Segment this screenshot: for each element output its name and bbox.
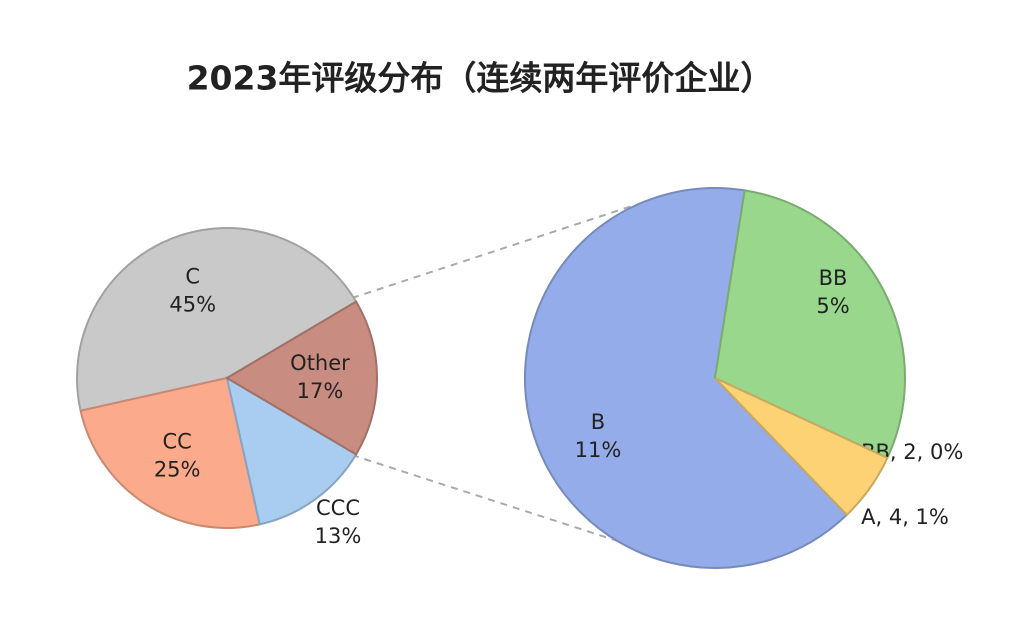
category-label: C xyxy=(185,265,200,289)
pie-slice xyxy=(713,189,906,460)
category-label: CC xyxy=(163,430,192,454)
connector-line xyxy=(351,454,631,546)
category-label: A, 4, 1% xyxy=(861,505,949,529)
value-label: 45% xyxy=(169,293,216,317)
value-label: 11% xyxy=(575,438,622,462)
value-label: 13% xyxy=(315,524,362,548)
connector-line xyxy=(351,204,636,299)
category-label: CCC xyxy=(316,496,360,520)
pie-slice xyxy=(225,300,378,456)
chart-title: 2023年评级分布（连续两年评价企业） xyxy=(187,59,774,98)
pie-slice xyxy=(225,375,358,526)
category-label: Other xyxy=(290,351,350,375)
value-label: 5% xyxy=(816,294,849,318)
pie-slice xyxy=(524,187,849,569)
pie-slice xyxy=(79,376,261,529)
category-label: B xyxy=(591,410,605,434)
pie-slice xyxy=(76,227,358,412)
category-label: BB xyxy=(819,266,848,290)
value-label: 17% xyxy=(297,379,344,403)
pie-slice xyxy=(714,377,889,517)
value-label: 25% xyxy=(154,458,201,482)
